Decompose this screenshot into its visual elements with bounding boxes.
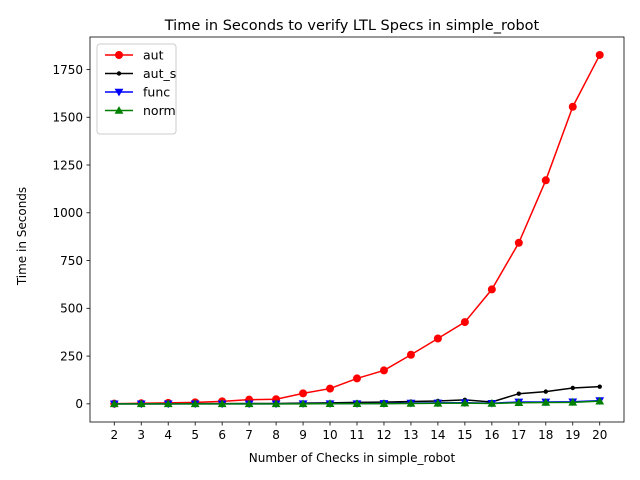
y-tick-label-0: 0 xyxy=(75,397,83,411)
legend-marker-aut xyxy=(115,51,123,59)
data-point-norm-16 xyxy=(487,399,497,407)
data-point-aut-20 xyxy=(595,50,604,59)
data-point-norm-18 xyxy=(541,398,551,406)
data-point-aut-13 xyxy=(406,350,415,359)
data-point-norm-17 xyxy=(514,398,524,407)
data-point-norm-13 xyxy=(406,399,416,407)
y-axis-label: Time in Seconds xyxy=(15,187,29,286)
legend-label-func: func xyxy=(143,85,170,100)
data-point-aut_s-19 xyxy=(570,385,575,391)
x-tick-label-15: 15 xyxy=(457,428,472,442)
x-tick-label-17: 17 xyxy=(511,428,526,442)
y-tick-label-1250: 1250 xyxy=(52,158,83,172)
x-tick-label-14: 14 xyxy=(430,428,445,442)
data-point-aut_s-20 xyxy=(597,384,602,389)
x-tick-label-4: 4 xyxy=(164,428,172,442)
data-point-norm-14 xyxy=(433,398,443,407)
data-point-aut-18 xyxy=(541,176,550,185)
x-tick-label-13: 13 xyxy=(403,428,418,442)
legend-label-aut: aut xyxy=(143,48,164,63)
data-point-norm-11 xyxy=(352,399,362,407)
data-point-aut-19 xyxy=(568,102,577,111)
data-point-norm-3 xyxy=(136,399,146,408)
plot-area: 2 3 4 5 6 7 8 9 10 11 12 13 14 15 16 17 18 19 20 0 250 500 750… xyxy=(52,36,625,442)
y-tick-label-500: 500 xyxy=(60,302,83,316)
legend-item-aut_s: aut_s xyxy=(105,66,176,81)
y-tick-label-1500: 1500 xyxy=(52,111,83,125)
x-tick-label-11: 11 xyxy=(349,428,364,442)
legend-marker-aut_s xyxy=(116,71,122,76)
x-tick-label-2: 2 xyxy=(110,428,118,442)
x-tick-label-8: 8 xyxy=(272,428,280,442)
legend-item-func: func xyxy=(105,85,170,100)
data-point-norm-12 xyxy=(379,399,389,407)
data-point-aut-17 xyxy=(514,238,523,247)
data-point-norm-19 xyxy=(568,397,578,406)
data-point-norm-20 xyxy=(595,396,605,405)
data-point-aut-15 xyxy=(460,318,469,327)
legend-label-aut_s: aut_s xyxy=(143,66,176,81)
x-tick-label-9: 9 xyxy=(299,428,307,442)
legend-label-norm: norm xyxy=(143,103,176,118)
x-tick-label-10: 10 xyxy=(322,428,337,442)
data-point-aut-14 xyxy=(433,334,442,343)
x-tick-label-18: 18 xyxy=(538,428,553,442)
data-point-norm-10 xyxy=(325,399,335,407)
y-tick-label-750: 750 xyxy=(60,254,83,268)
x-tick-label-7: 7 xyxy=(245,428,253,442)
data-point-aut-10 xyxy=(326,384,335,393)
data-point-norm-7 xyxy=(244,399,254,408)
data-point-aut_s-17 xyxy=(516,391,522,396)
data-point-norm-9 xyxy=(298,399,308,408)
data-point-norm-2 xyxy=(109,399,119,408)
data-point-aut_s-18 xyxy=(543,389,548,394)
y-tick-label-250: 250 xyxy=(60,349,83,363)
x-axis-label: Number of Checks in simple_robot xyxy=(249,451,456,465)
x-tick-label-19: 19 xyxy=(565,428,580,442)
data-point-norm-8 xyxy=(271,399,281,408)
data-point-aut-11 xyxy=(353,374,361,383)
x-tick-label-6: 6 xyxy=(218,428,226,442)
x-tick-label-5: 5 xyxy=(191,428,199,442)
data-point-norm-4 xyxy=(163,399,173,408)
series-line-aut xyxy=(114,54,601,405)
data-point-aut-16 xyxy=(487,285,496,294)
x-tick-label-20: 20 xyxy=(592,428,607,442)
data-point-norm-15 xyxy=(460,398,470,407)
x-tick-label-12: 12 xyxy=(376,428,391,442)
legend-item-aut: aut xyxy=(105,48,164,63)
data-point-aut-9 xyxy=(299,389,308,398)
legend-item-norm: norm xyxy=(105,103,176,118)
legend-marker-norm xyxy=(114,106,124,114)
y-tick-label-1000: 1000 xyxy=(52,206,83,220)
data-point-norm-5 xyxy=(190,399,200,408)
x-tick-label-16: 16 xyxy=(484,428,499,442)
legend-marker-func xyxy=(114,88,124,97)
data-point-norm-6 xyxy=(217,399,227,408)
data-point-aut-12 xyxy=(379,366,388,375)
chart-title: Time in Seconds to verify LTL Specs in s… xyxy=(164,18,540,34)
x-tick-label-3: 3 xyxy=(137,428,145,442)
y-tick-label-1750: 1750 xyxy=(52,63,83,77)
